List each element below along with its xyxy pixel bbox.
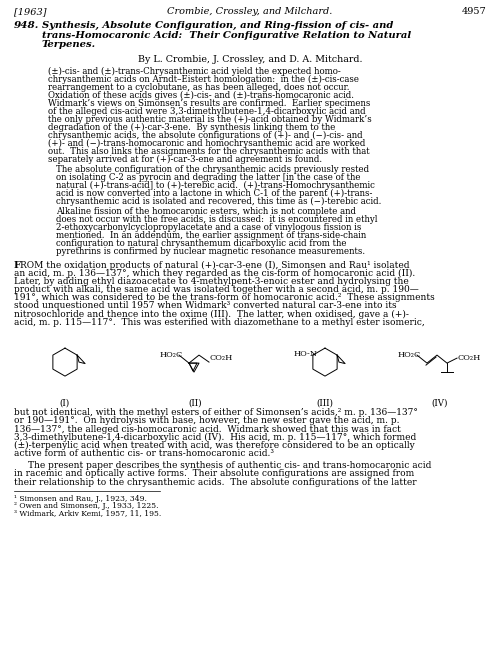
Text: acid, m. p. 115—117°.  This was esterified with diazomethane to a methyl ester i: acid, m. p. 115—117°. This was esterifie… [14, 318, 425, 327]
Text: chrysanthemic acids, the absolute configurations of (+)- and (−)-cis- and: chrysanthemic acids, the absolute config… [48, 130, 362, 140]
Text: CO₂H: CO₂H [457, 354, 480, 362]
Text: The absolute configuration of the chrysanthemic acids previously rested: The absolute configuration of the chrysa… [56, 164, 369, 174]
Text: ROM the oxidation products of natural (+)-car-3-ene (I), Simonsen and Rau¹ isola: ROM the oxidation products of natural (+… [20, 261, 409, 270]
Text: ³ Widmark, Arkiv Kemi, 1957, 11, 195.: ³ Widmark, Arkiv Kemi, 1957, 11, 195. [14, 509, 161, 517]
Text: (±)-terpenylic acid when treated with acid, was therefore considered to be an op: (±)-terpenylic acid when treated with ac… [14, 441, 415, 450]
Text: their relationship to the chrysanthemic acids.  The absolute configurations of t: their relationship to the chrysanthemic … [14, 477, 416, 487]
Text: rearrangement to a cyclobutane, as has been alleged, does not occur.: rearrangement to a cyclobutane, as has b… [48, 83, 350, 92]
Text: (±)-cis- and (±)-trans-Chrysanthemic acid yield the expected homo-: (±)-cis- and (±)-trans-Chrysanthemic aci… [48, 67, 341, 75]
Text: does not occur with the free acids, is discussed:  it is encountered in ethyl: does not occur with the free acids, is d… [56, 214, 378, 223]
Text: 2-ethoxycarbonylcyclopropylacetate and a case of vinylogous fission is: 2-ethoxycarbonylcyclopropylacetate and a… [56, 223, 362, 231]
Text: but not identical, with the methyl esters of either of Simonsen’s acids,² m. p. : but not identical, with the methyl ester… [14, 408, 418, 417]
Text: Alkaline fission of the homocaronic esters, which is not complete and: Alkaline fission of the homocaronic este… [56, 206, 356, 215]
Text: configuration to natural chrysanthemum dicarboxylic acid from the: configuration to natural chrysanthemum d… [56, 238, 346, 248]
Text: Oxidation of these acids gives (±)-cis- and (±)-trans-homocaronic acid.: Oxidation of these acids gives (±)-cis- … [48, 90, 354, 100]
Text: in racemic and optically active forms.  Their absolute configurations are assign: in racemic and optically active forms. T… [14, 470, 414, 479]
Text: pyrethrins is confirmed by nuclear magnetic resonance measurements.: pyrethrins is confirmed by nuclear magne… [56, 246, 365, 255]
Text: acid is now converted into a lactone in which C-1 of the parent (+)-trans-: acid is now converted into a lactone in … [56, 189, 372, 198]
Text: mentioned.  In an addendum, the earlier assignment of trans-side-chain: mentioned. In an addendum, the earlier a… [56, 231, 366, 240]
Text: trans-Homocaronic Acid:  Their Configurative Relation to Natural: trans-Homocaronic Acid: Their Configurat… [42, 31, 411, 39]
Text: 948.: 948. [14, 21, 40, 30]
Text: Synthesis, Absolute Configuration, and Ring-fission of cis- and: Synthesis, Absolute Configuration, and R… [42, 21, 394, 30]
Text: (I): (I) [60, 398, 70, 407]
Text: ¹ Simonsen and Rau, J., 1923, 349.: ¹ Simonsen and Rau, J., 1923, 349. [14, 495, 147, 503]
Text: degradation of the (+)-car-3-ene.  By synthesis linking them to the: degradation of the (+)-car-3-ene. By syn… [48, 122, 336, 132]
Text: active form of authentic cis- or trans-homocaronic acid.³: active form of authentic cis- or trans-h… [14, 449, 274, 458]
Text: CO₂H: CO₂H [209, 354, 232, 362]
Text: Later, by adding ethyl diazoacetate to 4-methylpent-3-enoic ester and hydrolysin: Later, by adding ethyl diazoacetate to 4… [14, 277, 409, 286]
Text: (II): (II) [188, 398, 202, 407]
Text: separately arrived at for (+)-car-3-ene and agreement is found.: separately arrived at for (+)-car-3-ene … [48, 155, 322, 164]
Text: natural (+)-trans-acid] to (+)-terebic acid.  (+)-trans-Homochrysanthemic: natural (+)-trans-acid] to (+)-terebic a… [56, 181, 375, 190]
Text: The present paper describes the synthesis of authentic cis- and trans-homocaroni: The present paper describes the synthesi… [28, 461, 431, 470]
Text: [1963]: [1963] [14, 7, 46, 16]
Text: the only previous authentic material is the (+)-acid obtained by Widmark’s: the only previous authentic material is … [48, 115, 372, 124]
Text: 136—137°, the alleged cis-homocaronic acid.  Widmark showed that this was in fac: 136—137°, the alleged cis-homocaronic ac… [14, 424, 401, 434]
Text: out.  This also links the assignments for the chrysanthemic acids with that: out. This also links the assignments for… [48, 147, 370, 155]
Text: chrysanthemic acids on Arndt–Eistert homologation:  in the (±)-cis-case: chrysanthemic acids on Arndt–Eistert hom… [48, 75, 359, 84]
Text: or 190—191°.  On hydrolysis with base, however, the new ester gave the acid, m. : or 190—191°. On hydrolysis with base, ho… [14, 417, 400, 425]
Text: ² Owen and Simonsen, J., 1933, 1225.: ² Owen and Simonsen, J., 1933, 1225. [14, 502, 158, 510]
Text: on isolating C-2 as pyrocin and degrading the latter [in the case of the: on isolating C-2 as pyrocin and degradin… [56, 172, 360, 181]
Text: By L. Crombie, J. Crossley, and D. A. Mitchard.: By L. Crombie, J. Crossley, and D. A. Mi… [138, 56, 362, 64]
Text: 191°, which was considered to be the trans-form of homocaronic acid.²  These ass: 191°, which was considered to be the tra… [14, 293, 435, 303]
Text: (IV): (IV) [432, 398, 448, 407]
Text: of the alleged cis-acid were 3,3-dimethylbutene-1,4-dicarboxylic acid and: of the alleged cis-acid were 3,3-dimethy… [48, 107, 366, 115]
Text: Widmark’s views on Simonsen’s results are confirmed.  Earlier specimens: Widmark’s views on Simonsen’s results ar… [48, 98, 370, 107]
Text: stood unquestioned until 1957 when Widmark³ converted natural car-3-ene into its: stood unquestioned until 1957 when Widma… [14, 301, 396, 310]
Text: HO-N: HO-N [293, 350, 317, 358]
Text: chrysanthemic acid is isolated and recovered, this time as (−)-terebic acid.: chrysanthemic acid is isolated and recov… [56, 196, 382, 206]
Text: product with alkali, the same acid was isolated together with a second acid, m. : product with alkali, the same acid was i… [14, 285, 419, 294]
Text: Crombie, Crossley, and Milchard.: Crombie, Crossley, and Milchard. [168, 7, 332, 16]
Text: 3,3-dimethylbutene-1,4-dicarboxylic acid (IV).  His acid, m. p. 115—117°, which : 3,3-dimethylbutene-1,4-dicarboxylic acid… [14, 433, 416, 442]
Text: (III): (III) [316, 398, 334, 407]
Text: nitrosochloride and thence into the oxime (III).  The latter, when oxidised, gav: nitrosochloride and thence into the oxim… [14, 310, 409, 319]
Text: Terpenes.: Terpenes. [42, 40, 96, 49]
Text: 4957: 4957 [461, 7, 486, 16]
Text: HO₂C: HO₂C [160, 351, 183, 359]
Text: HO₂C: HO₂C [397, 351, 420, 359]
Text: (+)- and (−)-trans-homocaronic and homochrysanthemic acid are worked: (+)- and (−)-trans-homocaronic and homoc… [48, 138, 366, 147]
Text: an acid, m. p. 136—137°, which they regarded as the cis-form of homocaronic acid: an acid, m. p. 136—137°, which they rega… [14, 269, 415, 278]
Text: F: F [14, 261, 21, 269]
